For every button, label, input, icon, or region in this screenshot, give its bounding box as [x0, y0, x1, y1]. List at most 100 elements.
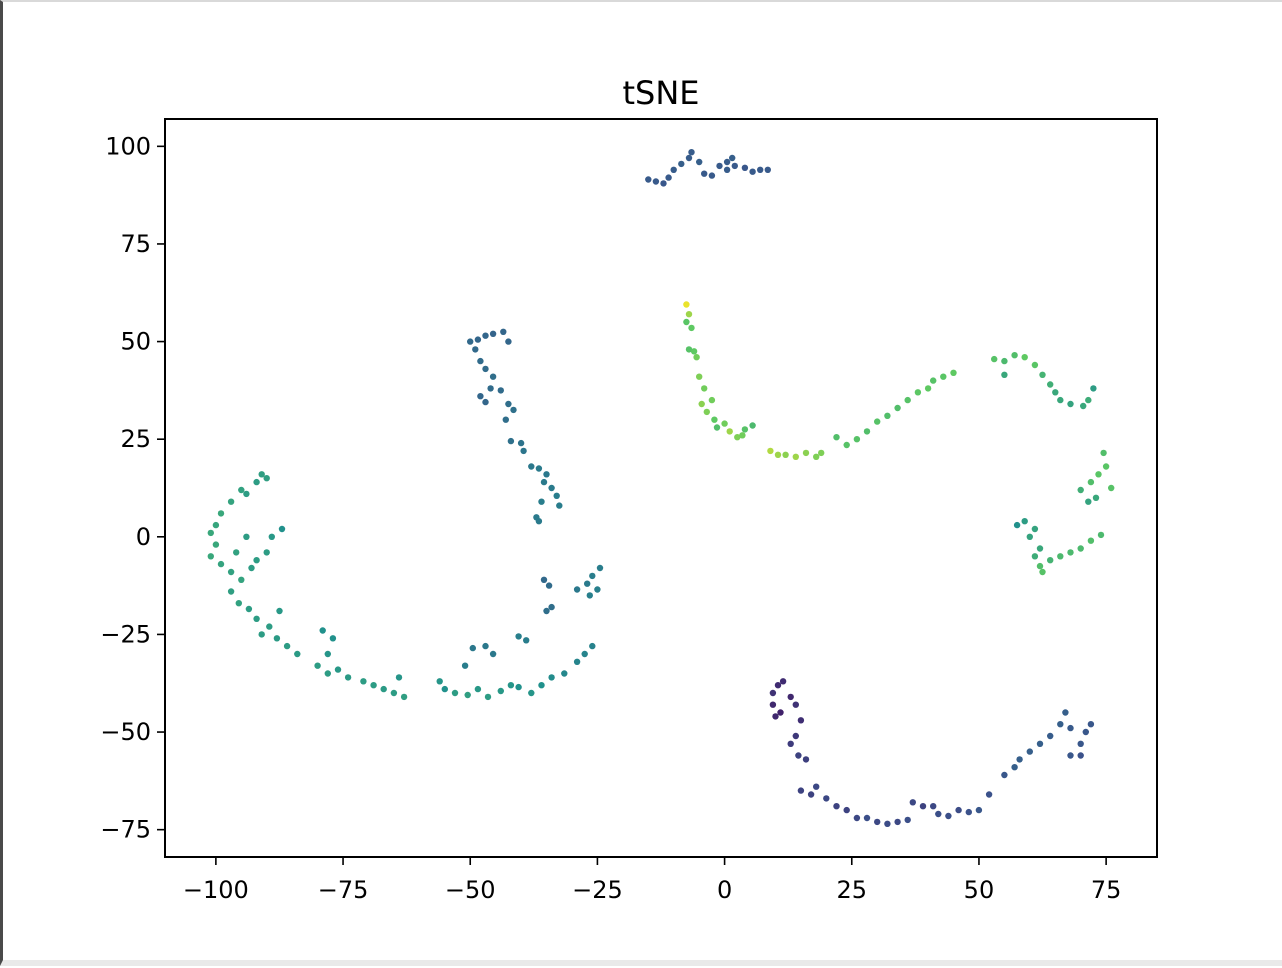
- data-point: [436, 678, 443, 685]
- data-point: [548, 674, 555, 681]
- data-point: [904, 816, 911, 824]
- y-tick-label: 100: [105, 132, 151, 160]
- data-point: [207, 553, 214, 560]
- data-point: [772, 713, 779, 720]
- data-point: [505, 338, 512, 345]
- data-point: [217, 560, 225, 568]
- data-point: [919, 803, 927, 810]
- data-point: [276, 607, 283, 615]
- data-point: [484, 693, 492, 701]
- data-point: [1067, 724, 1074, 732]
- data-point: [843, 806, 850, 814]
- data-point: [556, 502, 563, 509]
- data-point: [1036, 562, 1044, 570]
- data-point: [924, 385, 932, 392]
- data-point: [985, 791, 993, 798]
- data-point: [716, 162, 723, 170]
- data-point: [1047, 732, 1054, 740]
- data-point: [1095, 471, 1102, 478]
- data-point: [779, 678, 787, 685]
- data-point: [482, 398, 489, 406]
- data-point: [1067, 400, 1074, 408]
- data-point: [334, 666, 342, 673]
- data-point: [833, 803, 840, 810]
- y-tick-label: −25: [100, 620, 151, 648]
- data-point: [792, 453, 799, 460]
- data-point: [217, 510, 225, 517]
- data-point: [324, 650, 331, 658]
- data-point: [482, 365, 489, 373]
- data-point: [955, 806, 962, 814]
- data-point: [863, 428, 871, 435]
- data-point: [489, 373, 497, 380]
- data-point: [253, 557, 260, 564]
- data-point: [802, 449, 810, 457]
- data-point: [688, 149, 695, 156]
- data-point: [212, 521, 220, 529]
- data-point: [757, 166, 764, 173]
- data-point: [1077, 752, 1084, 759]
- data-point: [589, 572, 596, 580]
- data-point: [894, 818, 901, 826]
- data-point: [734, 434, 741, 441]
- data-point: [370, 682, 377, 689]
- x-tick-label: −25: [572, 876, 623, 904]
- data-point: [1092, 494, 1100, 501]
- data-point: [258, 471, 265, 478]
- data-point: [787, 740, 794, 747]
- data-point: [1077, 740, 1084, 747]
- data-point: [1090, 385, 1097, 392]
- data-point: [263, 475, 270, 482]
- data-point: [818, 449, 825, 457]
- data-point: [507, 437, 515, 445]
- data-point: [278, 525, 286, 533]
- data-point: [487, 385, 494, 392]
- y-tick-label: −75: [100, 816, 151, 844]
- data-point: [273, 635, 281, 642]
- data-point: [329, 635, 337, 642]
- data-point: [698, 400, 705, 408]
- data-point: [461, 662, 469, 669]
- data-point: [553, 492, 560, 499]
- data-point: [474, 336, 482, 343]
- data-point: [561, 670, 568, 677]
- data-point: [708, 172, 716, 179]
- data-point: [930, 803, 937, 810]
- plot-area-frame: [164, 118, 1158, 858]
- data-point: [660, 180, 667, 187]
- data-point: [701, 170, 708, 177]
- data-point: [1001, 771, 1008, 779]
- data-point: [1100, 449, 1107, 457]
- data-point: [795, 752, 802, 759]
- data-point: [482, 642, 489, 650]
- data-point: [1031, 525, 1039, 533]
- data-point: [1077, 545, 1084, 552]
- data-point: [1087, 537, 1095, 544]
- data-point: [235, 600, 242, 607]
- data-point: [1026, 533, 1033, 540]
- data-point: [1085, 498, 1092, 505]
- data-point: [688, 324, 695, 332]
- data-point: [1036, 545, 1044, 552]
- data-point: [874, 818, 881, 826]
- data-point: [769, 701, 777, 708]
- data-point: [540, 576, 548, 583]
- data-point: [853, 436, 861, 443]
- data-point: [589, 642, 596, 650]
- data-point: [344, 674, 352, 681]
- data-point: [741, 164, 749, 171]
- data-point: [884, 820, 891, 827]
- data-point: [713, 424, 721, 431]
- data-point: [263, 549, 270, 556]
- data-point: [573, 658, 581, 665]
- data-point: [774, 451, 782, 458]
- data-point: [1087, 478, 1095, 486]
- data-point: [665, 174, 672, 181]
- data-point: [1102, 463, 1110, 470]
- data-point: [497, 687, 504, 695]
- data-point: [813, 453, 820, 460]
- data-point: [472, 346, 479, 353]
- x-tick-label: 50: [964, 876, 995, 904]
- data-point: [477, 393, 484, 400]
- y-tick-label: −50: [100, 718, 151, 746]
